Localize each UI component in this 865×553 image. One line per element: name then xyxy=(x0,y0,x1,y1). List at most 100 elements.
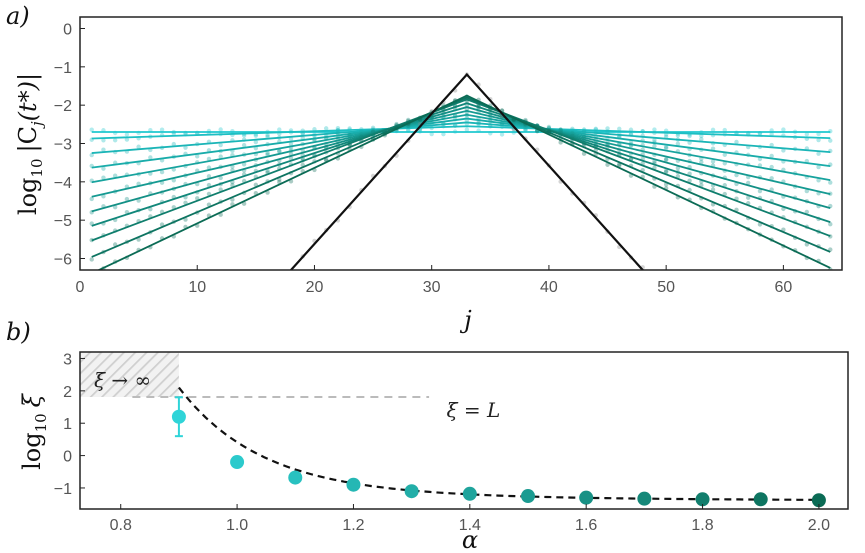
series-7-point xyxy=(312,144,317,150)
x-tick-label: 1.6 xyxy=(575,517,597,534)
series-1-point xyxy=(124,132,130,137)
series-7-point xyxy=(218,175,223,181)
x-tick-label: 20 xyxy=(306,279,324,296)
series-4-point xyxy=(288,141,294,147)
series-5-point xyxy=(710,159,716,164)
series-4-point xyxy=(581,129,587,134)
series-2-point xyxy=(101,138,106,143)
series-4-point xyxy=(816,164,821,170)
series-5-point xyxy=(277,148,282,154)
series-12-point xyxy=(816,461,820,465)
series-12-point xyxy=(734,374,738,378)
series-2-point xyxy=(746,130,751,136)
series-3-point xyxy=(171,141,176,147)
data-point xyxy=(579,490,594,505)
series-5-point xyxy=(663,146,669,151)
series-11-point xyxy=(90,271,94,275)
data-point xyxy=(811,493,826,508)
series-12-point xyxy=(676,310,680,314)
series-7-point xyxy=(581,135,587,140)
series-2-point xyxy=(124,137,130,142)
panel-a-label: a) xyxy=(6,2,30,30)
panel-b-x-ticks: 0.8 1.0 1.2 1.4 1.6 1.8 2.0 xyxy=(110,504,830,534)
series-7-point xyxy=(488,113,493,119)
series-12-point xyxy=(113,466,117,470)
series-3-point xyxy=(300,131,305,136)
series-12-point xyxy=(746,383,750,387)
series-8-line xyxy=(91,102,831,227)
y-tick-label: 2 xyxy=(63,384,72,401)
series-1-point xyxy=(499,132,505,137)
panel-b-y-label: log10ξ xyxy=(18,392,50,470)
series-1-point xyxy=(652,127,657,132)
series-6-point xyxy=(89,196,94,202)
panel-b-label: b) xyxy=(6,318,31,346)
series-2-point xyxy=(828,138,833,143)
x-tick-label: 1.8 xyxy=(691,517,713,534)
series-3-point xyxy=(452,123,458,128)
series-5-point xyxy=(323,135,329,140)
series-12-point xyxy=(723,362,727,366)
series-3-point xyxy=(370,125,376,131)
x-tick-label: 50 xyxy=(657,279,675,296)
series-12-point xyxy=(687,319,691,323)
data-point xyxy=(753,492,768,507)
y-tick-label: −4 xyxy=(54,175,72,192)
series-12-point xyxy=(805,448,809,452)
series-12-point xyxy=(769,411,773,415)
panel-b-frame xyxy=(79,351,849,510)
series-9-line xyxy=(91,98,831,242)
series-7-line xyxy=(91,106,831,213)
x-tick-label: 2.0 xyxy=(808,517,830,534)
series-1-point xyxy=(218,127,223,132)
series-9-point xyxy=(699,182,704,188)
series-5-point xyxy=(218,154,223,159)
data-point xyxy=(171,409,186,424)
panel-a-plot-area xyxy=(89,72,833,490)
series-12-point xyxy=(699,330,703,334)
series-12-point xyxy=(90,486,94,490)
series-12-point xyxy=(254,304,258,308)
series-6-point xyxy=(277,149,282,154)
series-12-point xyxy=(265,292,269,296)
series-12-point xyxy=(172,401,176,405)
y-tick-label: −3 xyxy=(54,137,72,154)
series-3-point xyxy=(136,144,141,149)
series-6-point xyxy=(699,159,704,165)
series-8-point xyxy=(605,144,610,149)
series-6-point xyxy=(347,133,352,138)
series-12-point xyxy=(101,475,105,479)
series-2-point xyxy=(617,126,622,131)
y-tick-label: −1 xyxy=(54,60,72,77)
series-5-point xyxy=(159,169,165,175)
series-5-point xyxy=(499,121,505,126)
series-9-point xyxy=(441,108,446,113)
series-2-point xyxy=(171,131,176,136)
data-point xyxy=(288,470,303,485)
series-3-point xyxy=(218,142,223,148)
series-1-point xyxy=(429,131,434,137)
series-9-point xyxy=(195,196,200,201)
series-3-point xyxy=(699,137,704,142)
series-1-point xyxy=(89,127,94,132)
xi-equals-l-label: ξ = L xyxy=(447,398,501,422)
data-point xyxy=(462,486,477,501)
series-9-point xyxy=(452,104,458,109)
x-tick-label: 30 xyxy=(423,279,441,296)
series-3-point xyxy=(816,151,821,156)
xi-infinity-label: ξ → ∞ xyxy=(94,368,151,392)
series-4-line xyxy=(91,117,831,169)
series-7-point xyxy=(112,204,118,210)
series-12-point xyxy=(195,370,199,374)
series-3-point xyxy=(734,139,739,145)
panel-a: 0 10 20 30 40 50 60 0−1−2−3−4−5−6 xyxy=(54,16,843,490)
series-3-point xyxy=(101,147,106,152)
series-2-point xyxy=(335,125,341,131)
series-12-point xyxy=(218,347,222,351)
series-6-line xyxy=(91,109,831,198)
series-3-point xyxy=(253,139,259,145)
series-12-point xyxy=(277,283,281,287)
series-12-point xyxy=(711,345,715,349)
series-6-point xyxy=(558,127,563,133)
x-tick-label: 0.8 xyxy=(110,517,132,534)
